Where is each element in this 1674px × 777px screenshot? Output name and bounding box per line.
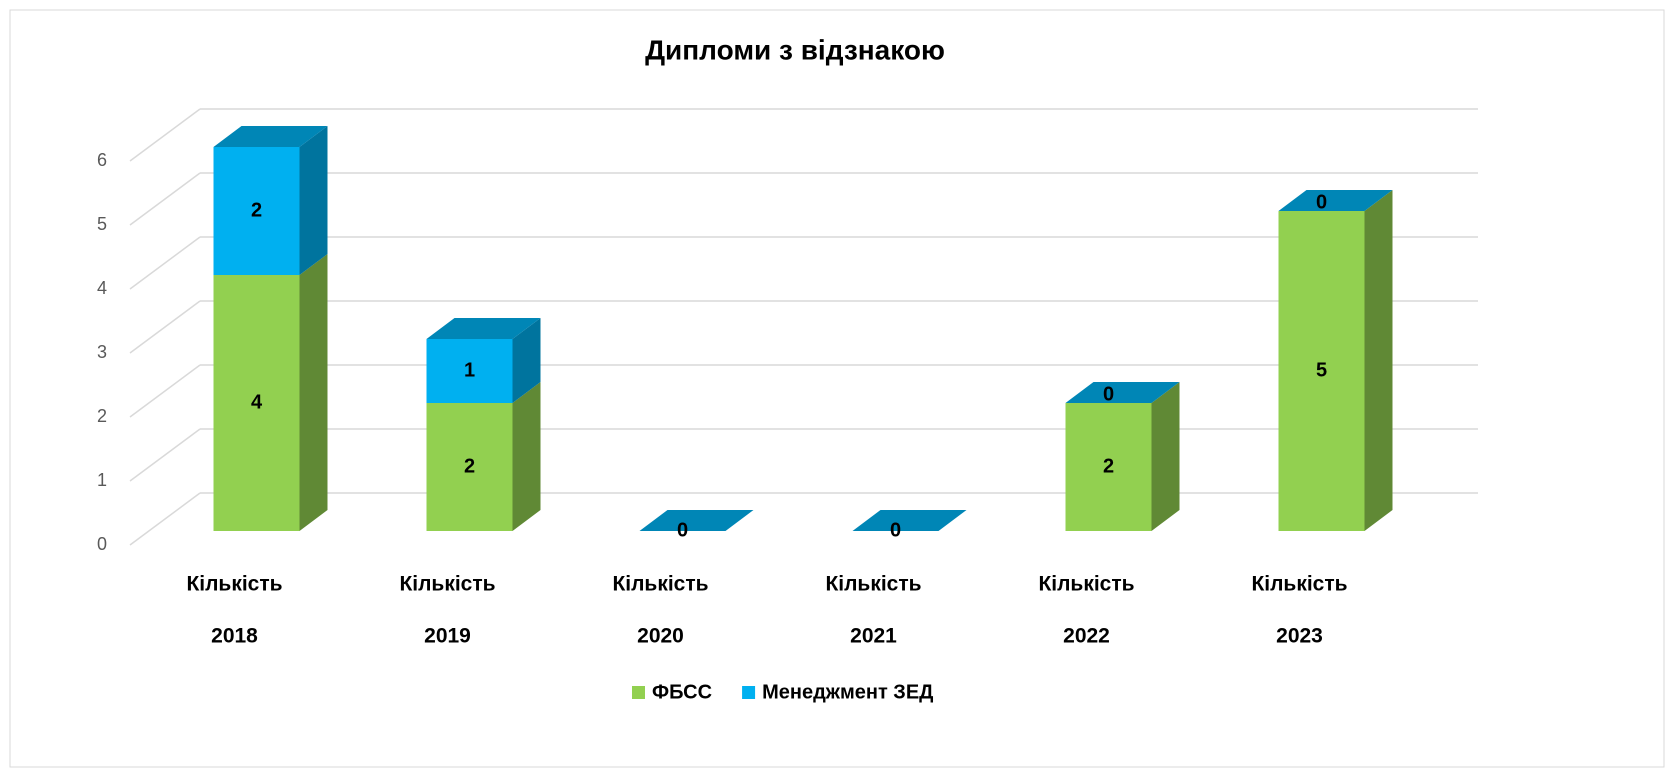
bar-front — [426, 339, 513, 403]
bar-front — [213, 147, 300, 275]
bar-side — [299, 126, 328, 275]
legend-label: ФБСС — [652, 681, 712, 703]
bar-top — [1278, 190, 1393, 211]
x-tick-label: 2021 — [850, 625, 897, 648]
bar-top — [852, 510, 967, 531]
x-tick-label: Кількість — [186, 573, 282, 596]
x-tick-label: 2018 — [211, 625, 258, 648]
y-tick-label: 0 — [97, 534, 107, 554]
data-label: 2 — [251, 199, 262, 221]
data-label: 0 — [1103, 383, 1114, 405]
bar-side — [1364, 190, 1393, 531]
y-tick-label: 2 — [97, 406, 107, 426]
legend-label: Менеджмент ЗЕД — [762, 681, 933, 703]
y-tick-label: 6 — [97, 150, 107, 170]
x-tick-label: Кількість — [1038, 573, 1134, 596]
chart-title: Дипломи з відзнакою — [645, 34, 945, 65]
bar-front — [1065, 403, 1152, 531]
bar-side — [512, 382, 541, 531]
y-tick-label: 4 — [97, 278, 107, 298]
bar-front — [213, 275, 300, 531]
data-label: 0 — [1316, 191, 1327, 213]
x-tick-label: 2023 — [1276, 625, 1323, 648]
grid-line — [129, 492, 201, 546]
legend-swatch — [632, 686, 645, 699]
bar-side — [512, 318, 541, 403]
x-tick-label: Кількість — [399, 573, 495, 596]
grid-line — [129, 300, 201, 354]
x-tick-label: 2022 — [1063, 625, 1110, 648]
data-label: 2 — [464, 455, 475, 477]
data-label: 1 — [464, 359, 475, 381]
bar-top — [426, 318, 541, 339]
y-tick-label: 3 — [97, 342, 107, 362]
bar-top — [639, 510, 754, 531]
data-label: 5 — [1316, 359, 1327, 381]
bar-side — [1151, 382, 1180, 531]
data-label: 0 — [890, 519, 901, 541]
x-tick-label: Кількість — [825, 573, 921, 596]
data-label: 2 — [1103, 455, 1114, 477]
grid-line — [129, 428, 201, 482]
bar-top — [1065, 382, 1180, 403]
data-label: 0 — [677, 519, 688, 541]
bar-side — [299, 254, 328, 531]
legend-swatch — [742, 686, 756, 699]
grid-line — [129, 108, 201, 162]
bar-front — [1278, 211, 1365, 531]
bar-front — [426, 403, 513, 531]
x-tick-label: 2019 — [424, 625, 471, 648]
grid-line — [129, 172, 201, 226]
x-tick-label: 2020 — [637, 625, 684, 648]
y-tick-label: 5 — [97, 214, 107, 234]
grid-line — [129, 236, 201, 290]
bar-top — [213, 126, 328, 147]
x-tick-label: Кількість — [1251, 573, 1347, 596]
y-tick-label: 1 — [97, 470, 107, 490]
grid-line — [129, 364, 201, 418]
data-label: 4 — [251, 391, 263, 413]
x-tick-label: Кількість — [612, 573, 708, 596]
